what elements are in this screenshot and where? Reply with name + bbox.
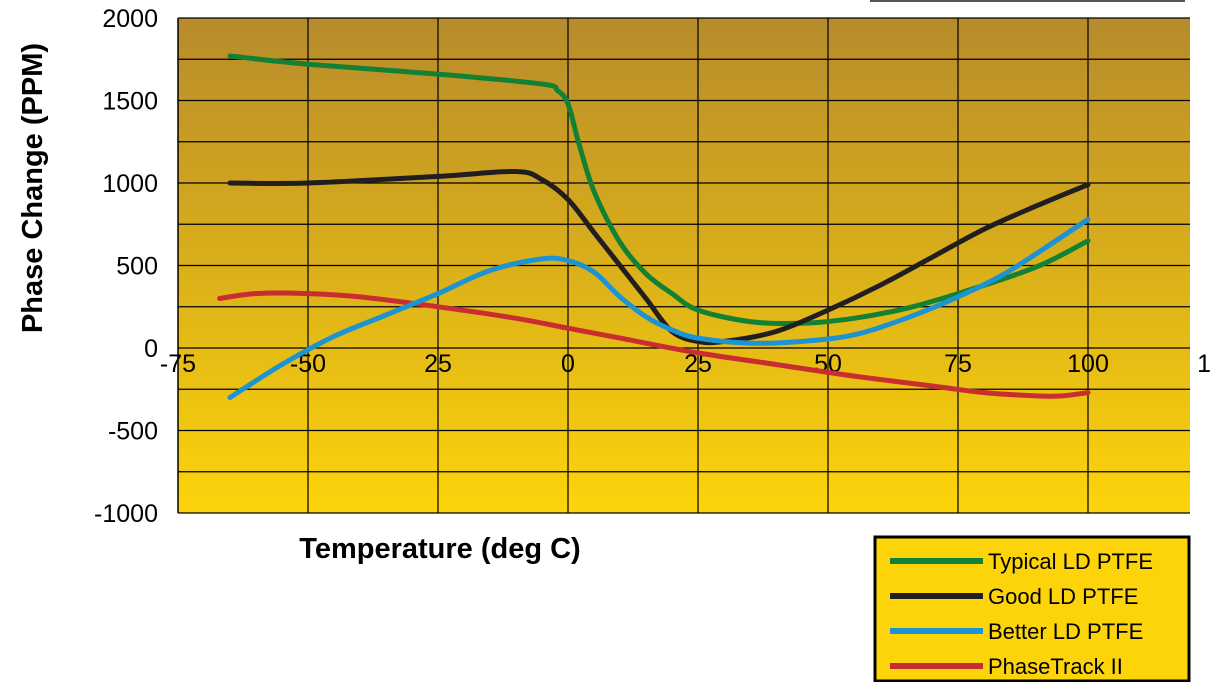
series-line-phasetrack-ii [217,290,1091,399]
x-tick-label: 100 [1067,350,1109,378]
y-tick-label: -1000 [94,500,158,528]
y-tick-label: -500 [108,418,158,446]
x-tick-label: 125 [1197,350,1210,378]
y-tick-label: 500 [116,253,158,281]
legend-label: PhaseTrack II [988,654,1123,679]
x-tick-label: 0 [561,350,575,378]
x-tick-label: -75 [160,350,196,378]
series-line-better-ld-ptfe [227,216,1091,400]
y-tick-label: 1500 [102,88,158,116]
legend-label: Better LD PTFE [988,619,1143,644]
y-tick-label: 0 [144,335,158,363]
legend-label: Good LD PTFE [988,584,1138,609]
series-line-typical-ld-ptfe [227,53,1091,327]
x-tick-label: 75 [944,350,972,378]
legend-label: Typical LD PTFE [988,549,1153,574]
x-axis-title: Temperature (deg C) [299,533,580,565]
y-tick-label: 2000 [102,5,158,33]
y-axis-title: Phase Change (PPM) [17,43,49,333]
x-tick-label: 25 [424,350,452,378]
y-tick-label: 1000 [102,170,158,198]
